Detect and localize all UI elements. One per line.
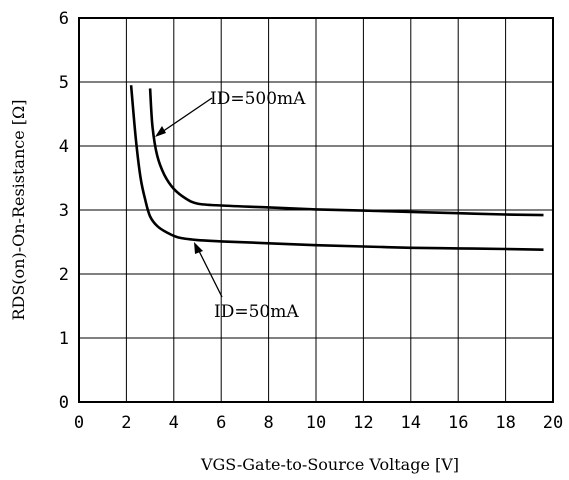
x-tick-label-10: 10 [306, 413, 326, 433]
x-tick-label-2: 2 [121, 413, 131, 433]
y-tick-label-2: 2 [59, 265, 69, 285]
x-tick-label-12: 12 [353, 413, 373, 433]
x-tick-label-0: 0 [74, 413, 84, 433]
series-line-id-50ma [129, 85, 544, 251]
x-tick-label-6: 6 [216, 413, 226, 433]
x-tick-labels: 0 2 4 6 8 10 12 14 16 18 20 [74, 413, 563, 433]
annotation-50ma-arrow-line [196, 246, 223, 298]
annotation-layer: ID=500mA ID=50mA [155, 89, 306, 322]
x-tick-label-18: 18 [495, 413, 515, 433]
y-tick-label-5: 5 [59, 73, 69, 93]
y-tick-label-6: 6 [59, 9, 69, 29]
x-tick-label-16: 16 [448, 413, 468, 433]
series-layer [129, 85, 544, 251]
y-tick-label-1: 1 [59, 329, 69, 349]
x-tick-label-4: 4 [169, 413, 179, 433]
annotation-50ma-arrowhead [194, 242, 203, 254]
y-tick-labels: 0 1 2 3 4 5 6 [59, 9, 69, 413]
y-axis-label: RDS(on)-On-Resistance [Ω] [9, 99, 28, 320]
y-tick-label-3: 3 [59, 201, 69, 221]
annotation-500ma-arrowhead [155, 126, 166, 137]
annotation-50ma-label: ID=50mA [214, 302, 299, 322]
annotation-500ma-label: ID=500mA [210, 89, 306, 109]
y-tick-label-0: 0 [59, 393, 69, 413]
series-line-id-500ma [148, 88, 544, 217]
x-tick-label-14: 14 [401, 413, 421, 433]
x-axis-label: VGS-Gate-to-Source Voltage [V] [200, 455, 459, 474]
x-tick-label-8: 8 [263, 413, 273, 433]
x-tick-label-20: 20 [543, 413, 563, 433]
annotation-500ma-arrow-line [158, 97, 213, 135]
y-tick-label-4: 4 [59, 137, 69, 157]
plot-frame [78, 17, 554, 403]
